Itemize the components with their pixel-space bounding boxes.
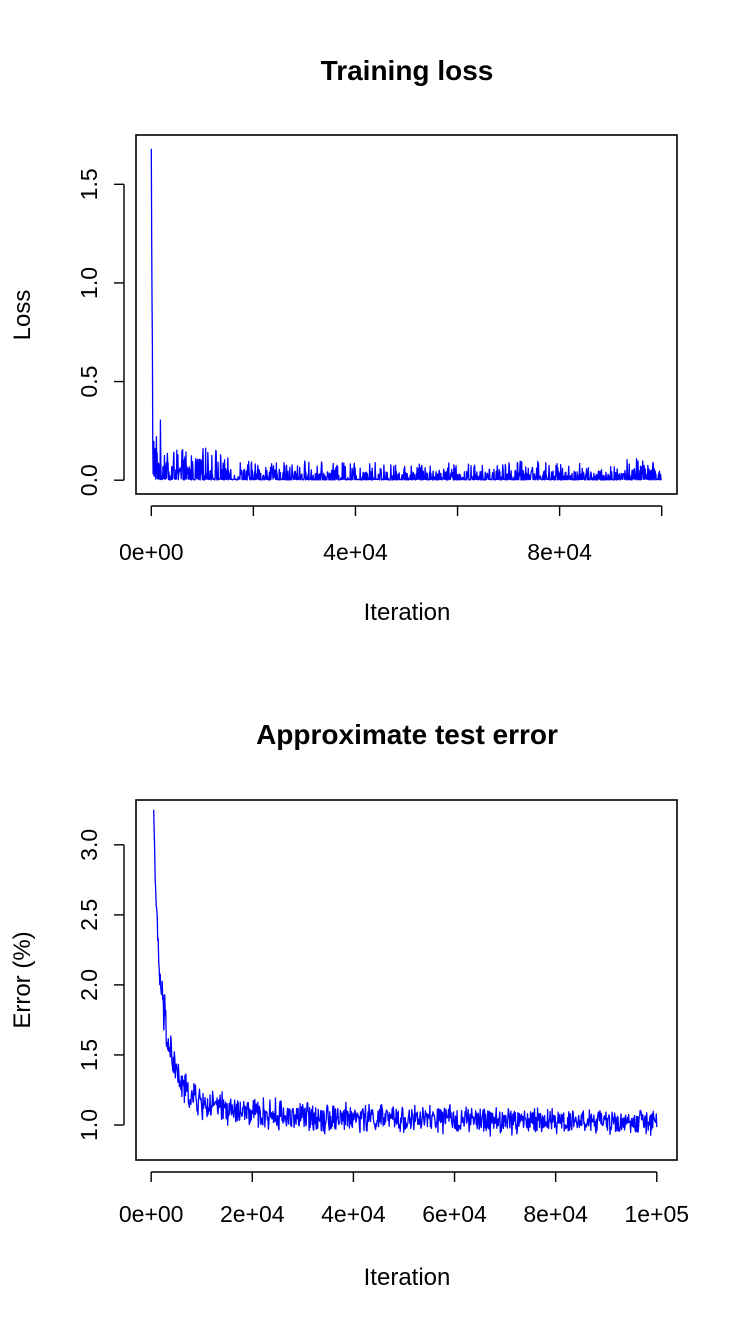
x-tick-label: 6e+04: [422, 1201, 487, 1227]
x-tick-label: 8e+04: [527, 539, 592, 565]
y-tick-label: 2.0: [76, 969, 102, 1001]
x-tick-label: 2e+04: [220, 1201, 285, 1227]
x-tick-label: 1e+05: [624, 1201, 689, 1227]
x-axis-label: Iteration: [364, 1264, 451, 1291]
y-tick-label: 1.5: [76, 1039, 102, 1071]
axis-ticks: 0e+00 2e+04 4e+04 6e+04 8e+04 1e+05 1.0 1.5 2.0 2…: [76, 829, 689, 1227]
y-tick-label: 0.0: [76, 464, 102, 496]
x-axis-label: Iteration: [364, 599, 451, 626]
x-tick-label: 0e+00: [119, 1201, 184, 1227]
chart-title: Approximate test error: [256, 719, 558, 750]
series-group: [153, 809, 658, 1137]
axis-ticks: 0e+00 4e+04 8e+04 0.0 0.5 1.0 1.5: [76, 168, 663, 565]
plot-frame: [135, 799, 678, 1161]
chart-title: Training loss: [321, 55, 494, 86]
y-tick-label: 2.5: [76, 899, 102, 931]
training-loss-chart: Training loss Iteration Loss 0e+00 4e+04 8…: [9, 55, 678, 626]
x-tick-label: 4e+04: [321, 1201, 386, 1227]
test-error-chart: Approximate test error Iteration Error (…: [9, 719, 689, 1291]
y-tick-label: 1.0: [76, 267, 102, 299]
series-line: [150, 148, 662, 481]
y-tick-label: 0.5: [76, 366, 102, 398]
series-group: [150, 148, 662, 481]
series-line: [153, 809, 658, 1137]
plot-frame: [135, 134, 678, 495]
x-tick-label: 8e+04: [523, 1201, 588, 1227]
x-tick-label: 0e+00: [119, 539, 184, 565]
y-tick-label: 1.0: [76, 1109, 102, 1141]
x-tick-label: 4e+04: [323, 539, 388, 565]
y-axis-label: Loss: [9, 290, 36, 341]
y-tick-label: 3.0: [76, 829, 102, 861]
y-axis-label: Error (%): [9, 931, 36, 1028]
y-tick-label: 1.5: [76, 168, 102, 200]
